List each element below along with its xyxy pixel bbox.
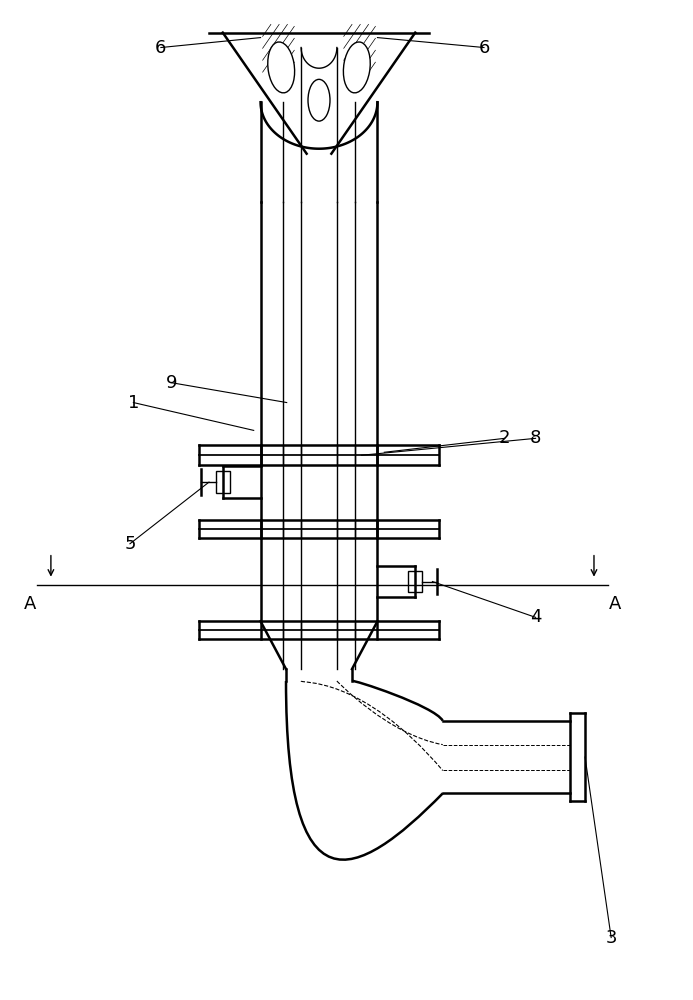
Text: A: A <box>608 595 621 613</box>
Text: 3: 3 <box>606 929 617 947</box>
Text: 5: 5 <box>124 535 136 553</box>
Bar <box>570 713 585 801</box>
Bar <box>199 621 439 639</box>
Text: A: A <box>24 595 37 613</box>
Text: 2: 2 <box>499 429 510 447</box>
Bar <box>216 471 229 493</box>
Bar <box>199 520 439 538</box>
Text: 9: 9 <box>166 374 177 392</box>
Text: 4: 4 <box>529 608 541 626</box>
Ellipse shape <box>267 42 295 93</box>
Text: 1: 1 <box>128 394 139 412</box>
Ellipse shape <box>343 42 370 93</box>
Ellipse shape <box>308 79 330 121</box>
Text: 8: 8 <box>530 429 541 447</box>
Bar <box>199 445 439 465</box>
Text: 6: 6 <box>155 39 166 57</box>
Text: 6: 6 <box>478 39 490 57</box>
Bar <box>408 571 422 592</box>
